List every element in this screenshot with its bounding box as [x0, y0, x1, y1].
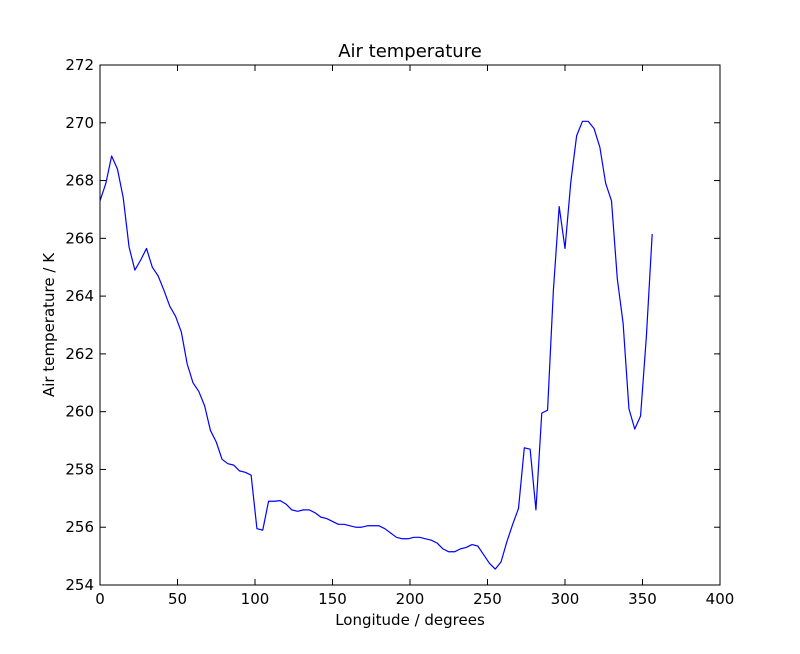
y-tick-label: 268: [65, 172, 94, 190]
x-tick-label: 400: [706, 590, 735, 608]
axis-ticks: [99, 64, 721, 586]
x-tick-label: 150: [318, 590, 347, 608]
y-axis-label: Air temperature / K: [40, 252, 58, 397]
y-tick-label: 258: [65, 460, 94, 478]
y-tick-label: 262: [65, 345, 94, 363]
x-tick-labels: 0 50 100 150 200 250 300 350 400: [95, 590, 734, 608]
plot-frame: [99, 64, 721, 586]
y-tick-label: 270: [65, 114, 94, 132]
chart-title: Air temperature: [338, 41, 482, 62]
x-axis-label: Longitude / degrees: [335, 611, 485, 629]
y-tick-label: 272: [65, 56, 94, 74]
y-tick-labels: 254 256 258 260 262 264 266 268 270 272: [65, 56, 94, 594]
x-tick-label: 350: [628, 590, 657, 608]
x-tick-label: 300: [551, 590, 580, 608]
series-line: [99, 120, 653, 570]
y-tick-label: 264: [65, 287, 94, 305]
x-tick-label: 100: [241, 590, 270, 608]
x-tick-label: 50: [168, 590, 187, 608]
x-tick-label: 0: [95, 590, 105, 608]
y-tick-label: 256: [65, 518, 94, 536]
y-tick-label: 254: [65, 576, 94, 594]
y-tick-label: 260: [65, 403, 94, 421]
x-tick-label: 200: [396, 590, 425, 608]
plot-series: [99, 120, 653, 570]
y-tick-label: 266: [65, 229, 94, 247]
x-tick-label: 250: [473, 590, 502, 608]
